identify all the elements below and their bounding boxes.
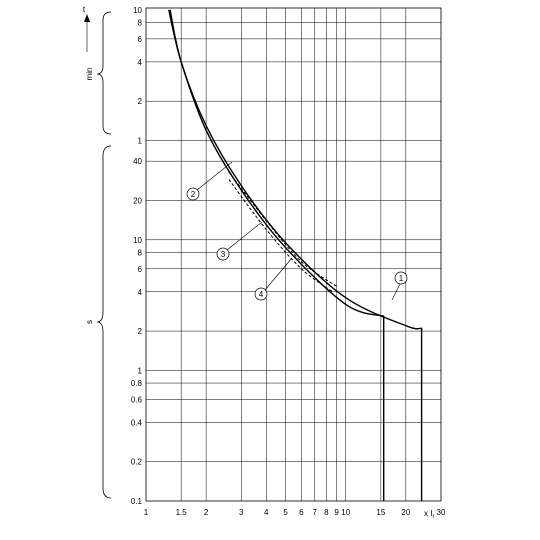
s-group-label: s (85, 320, 94, 324)
x-tick-labels: 1 1.5 2 3 4 5 6 7 8 9 10 15 20 30 (144, 508, 446, 517)
curve-number-2: 2 (191, 190, 196, 199)
x-tick-label: 7 (313, 508, 318, 517)
curve-number-3: 3 (221, 250, 226, 259)
y-tick-label: 0.6 (131, 395, 143, 404)
s-brace (96, 145, 112, 499)
x-tick-label: 4 (264, 508, 269, 517)
plot-frame (145, 7, 442, 502)
curve-leader-3 (226, 221, 263, 251)
y-tick-label: 0.4 (131, 418, 143, 427)
y-tick-label: 6 (138, 35, 143, 44)
curve-2 (168, 9, 385, 501)
y-tick-label: 1 (138, 366, 143, 375)
curve-labels: 1 2 3 4 (186, 161, 408, 301)
x-tick-label: 3 (239, 508, 244, 517)
x-tick-label: 30 (437, 508, 446, 517)
curve-leader-2 (196, 161, 233, 191)
y-tick-label: 8 (138, 19, 143, 28)
y-tick-label: 2 (138, 97, 143, 106)
y-tick-label: 4 (138, 58, 143, 67)
min-brace (96, 11, 112, 135)
y-tick-label: 1 (138, 137, 143, 146)
y-tick-labels: 10 8 6 4 2 1 40 20 10 8 6 4 2 1 0.8 0.6 0.4 0.2 0.1 (131, 6, 143, 506)
x-tick-label: 1 (144, 508, 149, 517)
curve-leader-4 (264, 257, 293, 291)
y-tick-label: 8 (138, 248, 143, 257)
y-tick-label: 6 (138, 265, 143, 274)
curve-marker-4 (254, 287, 268, 301)
x-tick-label: 1.5 (176, 508, 188, 517)
x-axis-title: x Ir (424, 509, 434, 520)
curve-4 (228, 179, 333, 293)
x-tick-label: 5 (283, 508, 288, 517)
curve-number-4: 4 (259, 290, 264, 299)
y-tick-label: 0.1 (131, 497, 143, 506)
y-tick-label: 0.2 (131, 458, 143, 467)
curve-3 (228, 171, 337, 287)
y-tick-label: 2 (138, 327, 143, 336)
x-tick-label: 2 (204, 508, 209, 517)
min-group-label: min (85, 68, 94, 81)
curve-number-1: 1 (399, 274, 404, 283)
y-tick-label: 20 (133, 196, 142, 205)
x-tick-label: 9 (334, 508, 339, 517)
x-axis-title-sub: r (432, 514, 434, 520)
curves (168, 9, 423, 501)
grid (145, 7, 442, 502)
y-tick-label: 40 (133, 157, 142, 166)
curve-marker-2 (186, 187, 200, 201)
y-axis-arrowhead (84, 14, 90, 22)
x-tick-label: 10 (341, 508, 350, 517)
y-tick-label: 4 (138, 288, 143, 297)
x-tick-label: 15 (376, 508, 385, 517)
curve-marker-3 (216, 247, 230, 261)
x-tick-label: 8 (324, 508, 329, 517)
x-tick-label: 6 (299, 508, 304, 517)
y-tick-label: 0.8 (131, 379, 143, 388)
x-tick-label: 20 (401, 508, 410, 517)
y-axis-title: t (83, 5, 86, 14)
y-tick-label: 10 (133, 6, 142, 15)
y-tick-label: 10 (133, 236, 142, 245)
curve-marker-1 (394, 271, 408, 285)
